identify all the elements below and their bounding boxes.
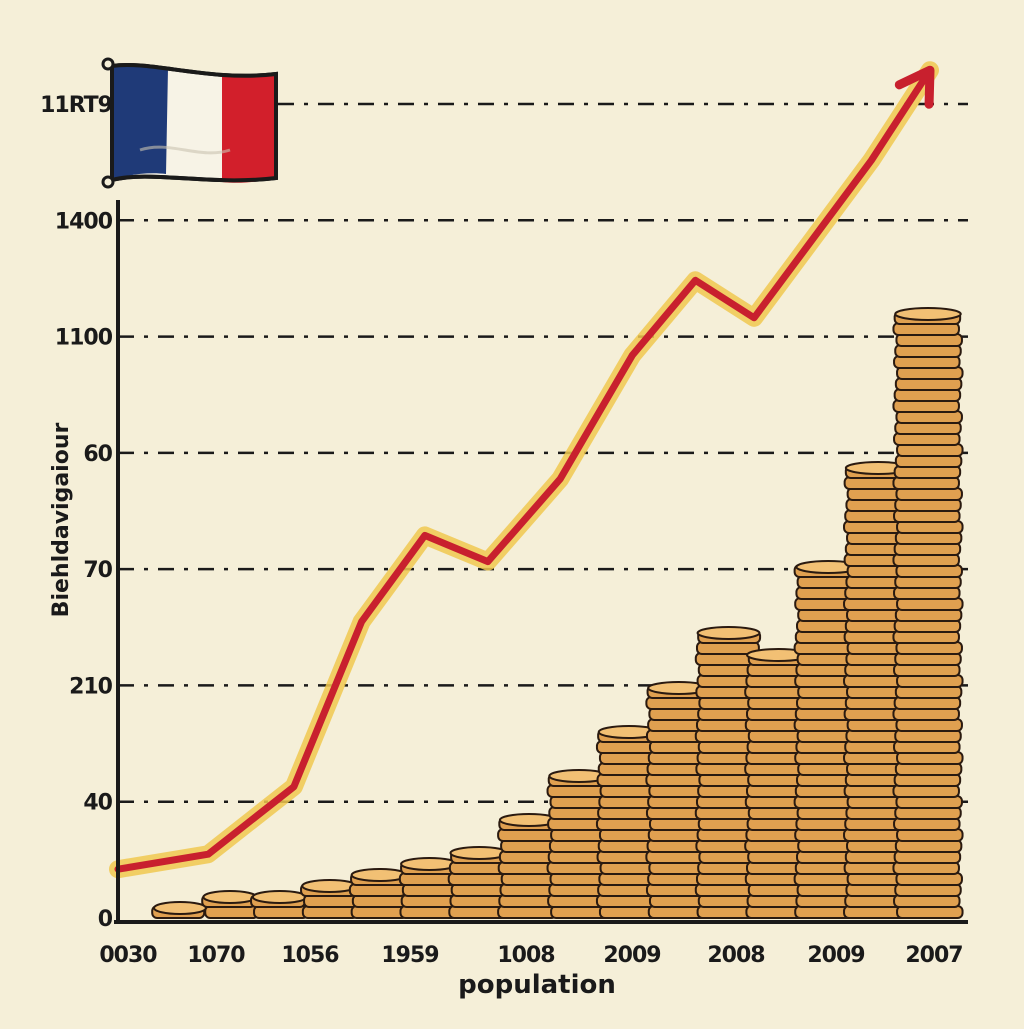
y-tick-label: 1100	[55, 326, 113, 351]
coin-stack	[300, 879, 360, 919]
coin-stack	[793, 560, 863, 919]
x-tick-label: 2008	[707, 943, 764, 968]
coin-stack	[892, 307, 964, 919]
coin-stack	[595, 725, 662, 919]
coin-stack	[151, 901, 207, 919]
x-tick-label: 1056	[281, 943, 339, 968]
y-tick-label: 40	[83, 791, 112, 816]
y-tick-label: 1400	[55, 209, 113, 234]
x-tick-label: 0030	[99, 943, 157, 968]
y-tick-label: 11RT9	[40, 93, 112, 118]
trend-arrowhead	[894, 65, 935, 109]
x-axis-title: population	[458, 970, 616, 1000]
x-tick-label: 1008	[497, 943, 554, 968]
x-tick-label: 1959	[381, 943, 438, 968]
y-tick-label: 0	[98, 907, 113, 932]
trend-line	[114, 66, 934, 873]
x-tick-label: 2009	[807, 943, 864, 968]
y-tick-label: 70	[83, 558, 112, 583]
x-tick-label: 1070	[187, 943, 245, 968]
coin-stack	[398, 857, 461, 919]
coin-stack	[744, 648, 813, 919]
coin-stacks	[151, 307, 964, 919]
coin-stack	[201, 890, 260, 919]
y-axis-title: Biehldavigaiour	[49, 423, 74, 618]
coin-stack	[447, 846, 511, 919]
coin-stack	[497, 813, 562, 919]
x-tick-label: 2009	[603, 943, 660, 968]
y-tick-label: 60	[83, 442, 112, 467]
trend-line-group	[109, 61, 939, 879]
y-tick-label: 210	[69, 674, 113, 699]
x-tick-labels: 0030 1070 1056 1959 1008 2009 2008 2009 2007	[99, 943, 963, 968]
y-tick-labels: 0 40 210 70 60 1100 1400 11RT9	[40, 93, 114, 932]
x-tick-label: 2007	[905, 943, 962, 968]
coin-stack	[348, 868, 410, 919]
coin-stack	[250, 890, 309, 919]
france-flag-icon	[101, 57, 278, 189]
axes	[114, 200, 968, 924]
